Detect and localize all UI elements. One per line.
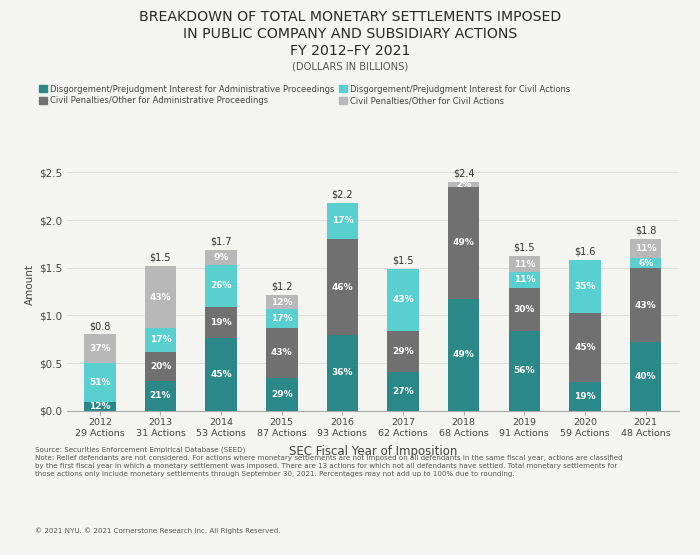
Text: $1.5: $1.5: [514, 243, 535, 253]
Bar: [387, 331, 419, 372]
Bar: [509, 256, 540, 272]
Text: 36%: 36%: [332, 369, 354, 377]
Bar: [205, 338, 237, 411]
Bar: [630, 342, 662, 411]
Bar: [145, 266, 176, 328]
Bar: [266, 329, 298, 377]
Text: $1.8: $1.8: [635, 226, 657, 236]
Text: 49%: 49%: [453, 238, 475, 247]
Text: 17%: 17%: [332, 216, 354, 225]
Bar: [509, 288, 540, 331]
Bar: [569, 313, 601, 382]
Bar: [266, 309, 298, 329]
Text: 17%: 17%: [150, 335, 171, 345]
Text: IN PUBLIC COMPANY AND SUBSIDIARY ACTIONS: IN PUBLIC COMPANY AND SUBSIDIARY ACTIONS: [183, 27, 517, 41]
Y-axis label: Amount: Amount: [25, 264, 35, 305]
Text: $1.7: $1.7: [211, 237, 232, 247]
Text: 45%: 45%: [574, 343, 596, 352]
Text: © 2021 NYU. © 2021 Cornerstone Research Inc. All Rights Reserved.: © 2021 NYU. © 2021 Cornerstone Research …: [35, 527, 281, 534]
Bar: [630, 258, 662, 268]
Text: 35%: 35%: [574, 282, 596, 291]
Bar: [569, 382, 601, 411]
Bar: [145, 381, 176, 411]
Text: 29%: 29%: [271, 390, 293, 398]
Text: $0.8: $0.8: [89, 321, 111, 331]
Legend: Disgorgement/Prejudgment Interest for Administrative Proceedings, Civil Penaltie: Disgorgement/Prejudgment Interest for Ad…: [39, 85, 570, 105]
Text: $2.2: $2.2: [332, 190, 354, 200]
Text: $1.5: $1.5: [150, 253, 171, 263]
Bar: [387, 372, 419, 411]
Bar: [205, 307, 237, 338]
Text: 11%: 11%: [514, 275, 535, 284]
Bar: [448, 182, 480, 186]
Text: 30%: 30%: [514, 305, 535, 314]
Bar: [84, 362, 116, 402]
Bar: [509, 331, 540, 411]
Text: $1.5: $1.5: [392, 256, 414, 266]
Text: FY 2012–FY 2021: FY 2012–FY 2021: [290, 44, 410, 58]
Text: 46%: 46%: [332, 282, 354, 291]
X-axis label: SEC Fiscal Year of Imposition: SEC Fiscal Year of Imposition: [288, 446, 457, 458]
Text: Source: Securities Enforcement Empirical Database (SEED)
Note: Relief defendants: Source: Securities Enforcement Empirical…: [35, 447, 622, 477]
Bar: [569, 260, 601, 313]
Bar: [630, 268, 662, 342]
Bar: [327, 239, 358, 335]
Text: 26%: 26%: [211, 281, 232, 290]
Text: 43%: 43%: [635, 301, 657, 310]
Text: 11%: 11%: [635, 244, 657, 253]
Text: 43%: 43%: [150, 292, 171, 301]
Text: 51%: 51%: [89, 377, 111, 387]
Text: 12%: 12%: [271, 297, 293, 306]
Text: 56%: 56%: [514, 366, 535, 375]
Text: 2%: 2%: [456, 180, 471, 189]
Text: $1.2: $1.2: [271, 282, 293, 292]
Bar: [630, 239, 662, 258]
Bar: [266, 377, 298, 411]
Text: 20%: 20%: [150, 362, 171, 371]
Text: 19%: 19%: [210, 318, 232, 327]
Text: 6%: 6%: [638, 259, 653, 268]
Bar: [84, 402, 116, 411]
Bar: [84, 335, 116, 362]
Bar: [145, 352, 176, 381]
Text: 37%: 37%: [89, 344, 111, 353]
Bar: [266, 295, 298, 309]
Bar: [448, 299, 480, 411]
Text: $2.4: $2.4: [453, 169, 475, 179]
Text: $1.6: $1.6: [574, 246, 596, 256]
Bar: [448, 186, 480, 299]
Text: 12%: 12%: [89, 402, 111, 411]
Text: 17%: 17%: [271, 314, 293, 323]
Text: 27%: 27%: [392, 387, 414, 396]
Text: BREAKDOWN OF TOTAL MONETARY SETTLEMENTS IMPOSED: BREAKDOWN OF TOTAL MONETARY SETTLEMENTS …: [139, 10, 561, 24]
Text: 21%: 21%: [150, 391, 171, 400]
Text: 29%: 29%: [392, 347, 414, 356]
Text: 9%: 9%: [214, 253, 229, 262]
Bar: [205, 250, 237, 265]
Text: 19%: 19%: [574, 392, 596, 401]
Text: 11%: 11%: [514, 260, 535, 269]
Text: 49%: 49%: [453, 350, 475, 359]
Text: 43%: 43%: [392, 295, 414, 305]
Bar: [327, 203, 358, 239]
Text: 45%: 45%: [210, 370, 232, 379]
Bar: [509, 272, 540, 288]
Bar: [205, 265, 237, 307]
Text: (DOLLARS IN BILLIONS): (DOLLARS IN BILLIONS): [292, 61, 408, 71]
Text: 40%: 40%: [635, 372, 657, 381]
Bar: [327, 335, 358, 411]
Bar: [145, 328, 176, 352]
Text: 43%: 43%: [271, 349, 293, 357]
Bar: [387, 269, 419, 331]
